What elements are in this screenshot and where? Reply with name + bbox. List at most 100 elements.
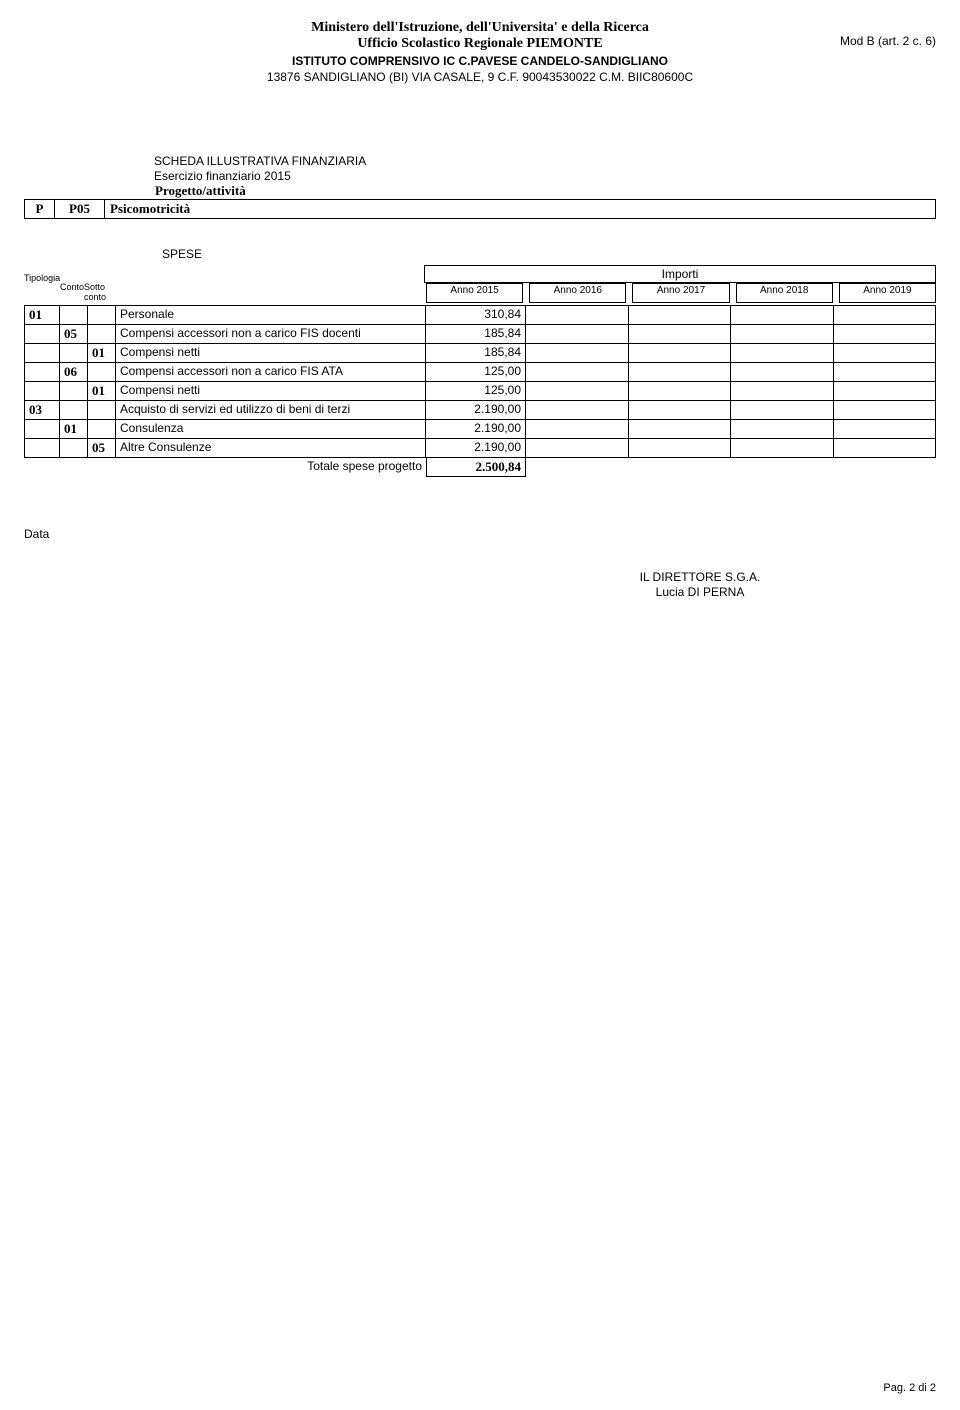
table-row: 05 Altre Consulenze 2.190,00: [24, 439, 936, 458]
sottoconto-line2: conto: [84, 292, 106, 302]
header-office: Ufficio Scolastico Regionale PIEMONTE: [24, 36, 936, 52]
page: Ministero dell'Istruzione, dell'Universi…: [0, 0, 960, 1410]
anno-2016: Anno 2016: [529, 283, 626, 303]
anno-2017: Anno 2017: [632, 283, 729, 303]
cell-v3: [629, 439, 732, 458]
header-ministry: Ministero dell'Istruzione, dell'Universi…: [24, 20, 936, 36]
cell-c3: 05: [88, 439, 116, 458]
cell-v4: [731, 363, 834, 382]
cell-c1: [24, 344, 60, 363]
spese-header-row: Tipologia Importi: [24, 265, 936, 283]
project-code: P05: [54, 200, 104, 218]
cell-c3: [88, 401, 116, 420]
table-row: 06 Compensi accessori non a carico FIS A…: [24, 363, 936, 382]
cell-desc: Personale: [116, 305, 426, 325]
page-number: Pag. 2 di 2: [883, 1382, 936, 1394]
cell-desc: Compensi accessori non a carico FIS doce…: [116, 325, 426, 344]
table-row: 01 Personale 310,84: [24, 305, 936, 325]
cell-v4: [731, 305, 834, 325]
cell-v4: [731, 401, 834, 420]
cell-v3: [629, 305, 732, 325]
cell-v1: 125,00: [426, 363, 526, 382]
signature-title: IL DIRETTORE S.G.A.: [550, 570, 850, 584]
cell-v3: [629, 344, 732, 363]
cell-v2: [526, 305, 629, 325]
data-rows: 01 Personale 310,84 05 Compensi accessor…: [24, 305, 936, 458]
cell-v2: [526, 382, 629, 401]
cell-v1: 185,84: [426, 325, 526, 344]
table-row: 03 Acquisto di servizi ed utilizzo di be…: [24, 401, 936, 420]
cell-c3: 01: [88, 344, 116, 363]
cell-v4: [731, 420, 834, 439]
signature-block: IL DIRETTORE S.G.A. Lucia DI PERNA: [550, 570, 850, 599]
cell-v4: [731, 344, 834, 363]
cell-desc: Consulenza: [116, 420, 426, 439]
project-name: Psicomotricità: [104, 200, 936, 218]
anno-2019: Anno 2019: [839, 283, 936, 303]
cell-v2: [526, 439, 629, 458]
cell-v2: [526, 420, 629, 439]
total-label: Totale spese progetto: [24, 458, 426, 477]
cell-c1: 03: [24, 401, 60, 420]
cell-v2: [526, 401, 629, 420]
cell-v3: [629, 420, 732, 439]
cell-v4: [731, 325, 834, 344]
sottoconto-label: Sotto conto: [84, 283, 114, 303]
cell-c1: [24, 382, 60, 401]
total-row: Totale spese progetto 2.500,84: [24, 458, 936, 477]
cell-v5: [834, 344, 937, 363]
cell-v1: 2.190,00: [426, 401, 526, 420]
sottoconto-line1: Sotto: [84, 282, 105, 292]
cell-v4: [731, 439, 834, 458]
tipologia-label: Tipologia: [24, 273, 60, 283]
table-row: 01 Compensi netti 125,00: [24, 382, 936, 401]
header-address: 13876 SANDIGLIANO (BI) VIA CASALE, 9 C.F…: [24, 70, 936, 84]
header-institute: ISTITUTO COMPRENSIVO IC C.PAVESE CANDELO…: [24, 54, 936, 68]
anno-2018: Anno 2018: [736, 283, 833, 303]
cell-v3: [629, 382, 732, 401]
cell-c2: 01: [60, 420, 88, 439]
cell-v5: [834, 439, 937, 458]
mod-b-label: Mod B (art. 2 c. 6): [840, 34, 936, 48]
cell-desc: Altre Consulenze: [116, 439, 426, 458]
project-row: P P05 Psicomotricità: [24, 199, 936, 219]
scheda-year: Esercizio finanziario 2015: [154, 169, 936, 183]
anno-2015: Anno 2015: [426, 283, 523, 303]
project-p: P: [24, 200, 54, 218]
cell-v5: [834, 401, 937, 420]
cell-c3: [88, 420, 116, 439]
spese-title: SPESE: [162, 247, 936, 261]
cell-desc: Compensi netti: [116, 344, 426, 363]
project-label: Progetto/attività: [24, 183, 155, 199]
cell-v5: [834, 382, 937, 401]
cell-c1: [24, 325, 60, 344]
table-row: 01 Consulenza 2.190,00: [24, 420, 936, 439]
cell-c2: 05: [60, 325, 88, 344]
cell-v2: [526, 344, 629, 363]
cell-v1: 2.190,00: [426, 439, 526, 458]
table-row: 05 Compensi accessori non a carico FIS d…: [24, 325, 936, 344]
scheda-block: SCHEDA ILLUSTRATIVA FINANZIARIA Esercizi…: [154, 154, 936, 183]
cell-v1: 310,84: [426, 305, 526, 325]
cell-c1: [24, 439, 60, 458]
cell-c2: [60, 382, 88, 401]
cell-v2: [526, 325, 629, 344]
cell-v1: 125,00: [426, 382, 526, 401]
cell-c1: 01: [24, 305, 60, 325]
cell-v5: [834, 363, 937, 382]
cell-desc: Acquisto di servizi ed utilizzo di beni …: [116, 401, 426, 420]
conto-row: Conto Sotto conto Anno 2015 Anno 2016 An…: [24, 283, 936, 303]
importi-box: Importi: [424, 265, 936, 283]
cell-c3: 01: [88, 382, 116, 401]
total-value: 2.500,84: [426, 458, 526, 477]
cell-v5: [834, 305, 937, 325]
cell-v3: [629, 363, 732, 382]
scheda-title: SCHEDA ILLUSTRATIVA FINANZIARIA: [154, 154, 936, 168]
cell-v5: [834, 420, 937, 439]
cell-v5: [834, 325, 937, 344]
cell-c2: [60, 305, 88, 325]
cell-v3: [629, 401, 732, 420]
cell-c3: [88, 305, 116, 325]
spese-block: SPESE Tipologia Importi Conto Sotto cont…: [24, 247, 936, 477]
signature-name: Lucia DI PERNA: [550, 585, 850, 599]
